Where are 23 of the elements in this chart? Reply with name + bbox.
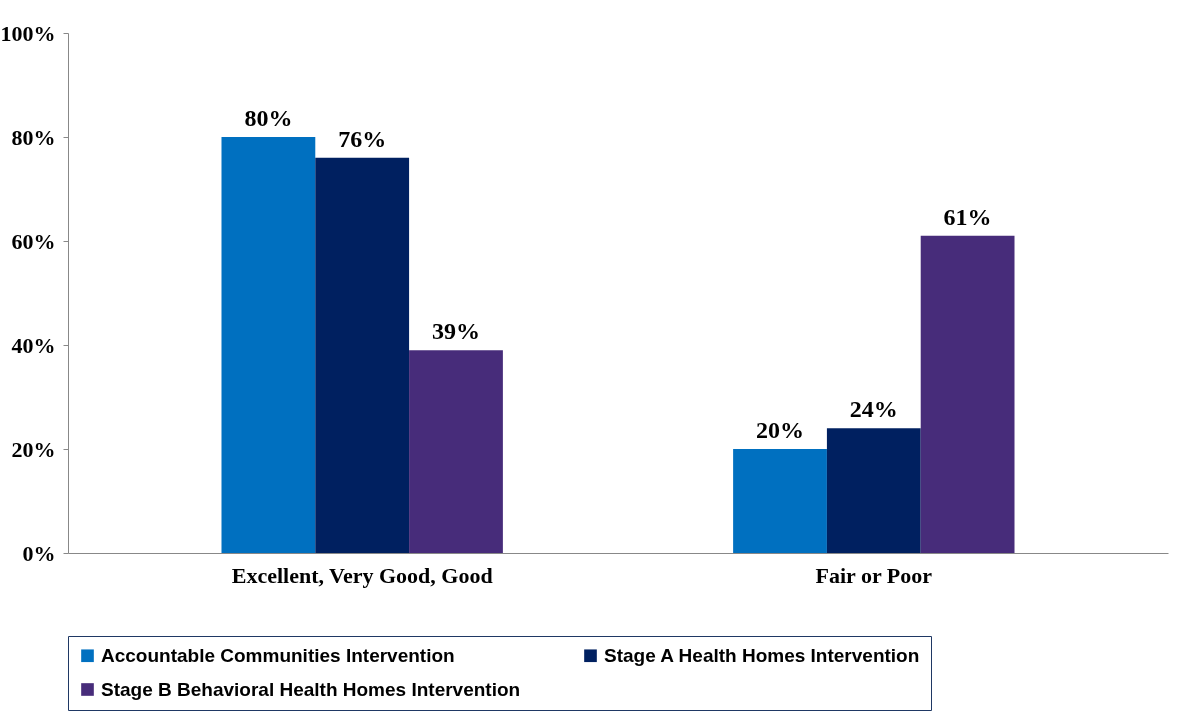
data-label: 76% [338,125,387,152]
bar [733,449,827,553]
bar [221,137,316,553]
y-tick-label: 40% [11,332,56,358]
bar [409,350,503,553]
legend-label: Accountable Communities Intervention [101,644,455,666]
y-tick-label: 0% [22,540,56,566]
bar [920,235,1015,553]
data-label: 20% [756,417,805,443]
y-tick-label: 20% [11,436,56,462]
x-tick-label: Fair or Poor [815,562,933,588]
data-label: 80% [244,105,293,131]
bar [826,428,921,553]
y-tick-label: 80% [11,124,56,150]
legend-label: Stage B Behavioral Health Homes Intervention [101,678,521,700]
data-label: 39% [431,318,480,345]
data-label: 61% [943,203,992,230]
data-label: 24% [849,396,898,423]
x-tick-label: Excellent, Very Good, Good [231,562,493,588]
y-tick-label: 60% [11,228,56,254]
y-tick-label: 100% [0,20,56,46]
bar [315,157,410,553]
legend-label: Stage A Health Homes Intervention [604,644,920,666]
